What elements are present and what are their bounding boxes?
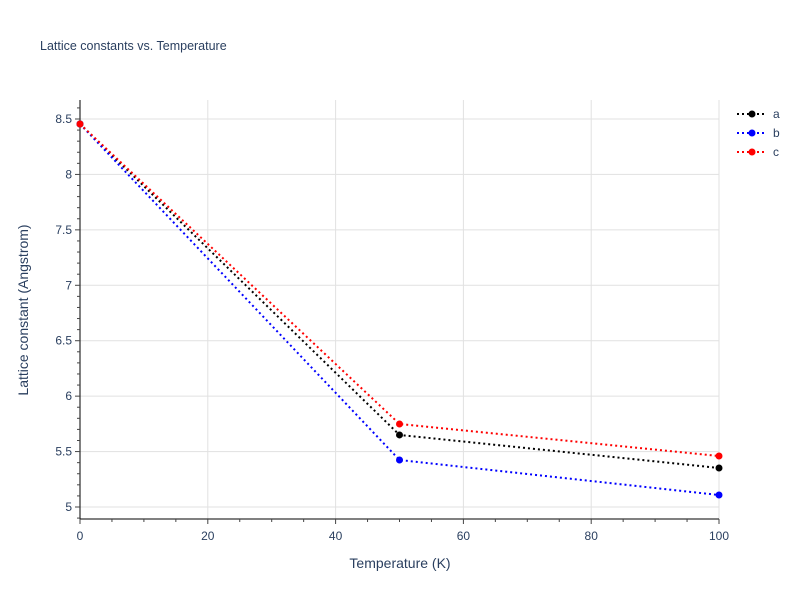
y-tick-label: 7.5 [55, 223, 72, 237]
plot-area[interactable] [76, 120, 723, 499]
series-c-marker[interactable] [396, 420, 403, 428]
x-tick-label: 40 [329, 529, 343, 543]
legend-item-b[interactable]: b [737, 126, 780, 140]
legend[interactable]: abc [737, 107, 780, 159]
legend-marker-icon [748, 129, 756, 137]
x-tick-label: 20 [201, 529, 215, 543]
y-tick-label: 7 [65, 278, 72, 292]
axes [79, 100, 719, 520]
legend-marker-icon [748, 110, 756, 118]
series-c-marker[interactable] [715, 452, 723, 460]
y-tick-label: 8 [65, 167, 72, 181]
series-b-line[interactable] [79, 123, 720, 497]
series-c-line[interactable] [79, 123, 720, 458]
x-axis-title: Temperature (K) [349, 555, 450, 571]
series-a-marker[interactable] [396, 431, 403, 439]
gridlines [80, 100, 720, 519]
legend-label: a [773, 107, 780, 121]
chart-title: Lattice constants vs. Temperature [40, 39, 227, 53]
x-axis-ticks: 0 20 40 60 80 100 [77, 519, 729, 543]
series-b-marker[interactable] [715, 491, 723, 499]
series-b-marker[interactable] [396, 456, 403, 464]
y-tick-label: 5 [65, 500, 72, 514]
legend-item-c[interactable]: c [737, 145, 779, 159]
legend-label: c [773, 145, 779, 159]
legend-label: b [773, 126, 780, 140]
series-c-marker[interactable] [76, 120, 84, 128]
y-tick-label: 6 [65, 389, 72, 403]
y-axis-title: Lattice constant (Angstrom) [15, 224, 31, 395]
x-tick-label: 60 [457, 529, 471, 543]
x-tick-label: 80 [585, 529, 599, 543]
x-tick-label: 0 [77, 529, 84, 543]
series-a-marker[interactable] [715, 464, 723, 472]
y-tick-label: 5.5 [55, 445, 72, 459]
y-tick-label: 6.5 [55, 334, 72, 348]
legend-marker-icon [748, 148, 756, 156]
y-tick-label: 8.5 [55, 112, 72, 126]
series-a-line[interactable] [79, 123, 720, 469]
y-axis-ticks: 5 5.5 6 6.5 7 7.5 8 8.5 [55, 107, 80, 519]
legend-item-a[interactable]: a [737, 107, 780, 121]
x-tick-label: 100 [709, 529, 729, 543]
